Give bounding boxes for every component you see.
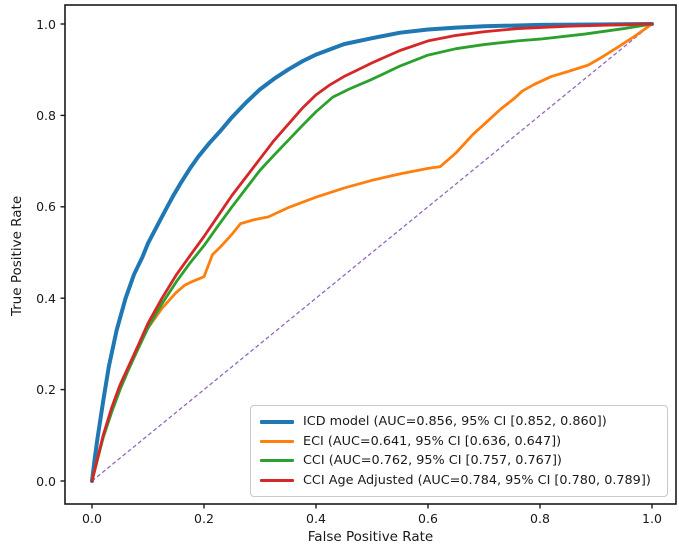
chance-diagonal-line xyxy=(91,23,653,482)
legend: ICD model (AUC=0.856, 95% CI [0.852, 0.8… xyxy=(250,405,668,497)
roc-curve-cci-age-adjusted xyxy=(90,22,654,483)
legend-line-swatch xyxy=(260,478,294,482)
legend-label: ECI (AUC=0.641, 95% CI [0.636, 0.647]) xyxy=(303,433,562,449)
legend-line-swatch xyxy=(260,459,294,463)
legend-label: CCI (AUC=0.762, 95% CI [0.757, 0.767]) xyxy=(303,453,562,469)
legend-item-cci: CCI (AUC=0.762, 95% CI [0.757, 0.767]) xyxy=(260,451,658,471)
legend-item-eci: ECI (AUC=0.641, 95% CI [0.636, 0.647]) xyxy=(260,432,658,452)
legend-item-cci-age-adjusted: CCI Age Adjusted (AUC=0.784, 95% CI [0.7… xyxy=(260,471,658,491)
legend-item-icd-model: ICD model (AUC=0.856, 95% CI [0.852, 0.8… xyxy=(260,412,658,432)
roc-curve-icd-model xyxy=(90,22,654,483)
plot-frame xyxy=(64,4,677,505)
legend-label: ICD model (AUC=0.856, 95% CI [0.852, 0.8… xyxy=(303,414,607,430)
legend-line-swatch xyxy=(260,439,294,443)
legend-line-swatch xyxy=(260,419,294,424)
legend-label: CCI Age Adjusted (AUC=0.784, 95% CI [0.7… xyxy=(303,472,651,488)
